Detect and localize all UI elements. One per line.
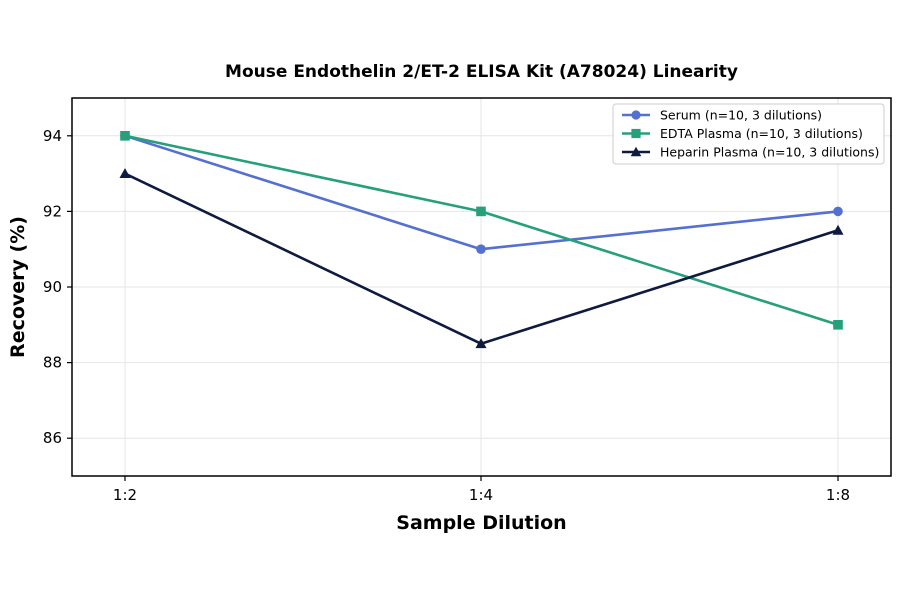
x-tick-label: 1:8 [826, 486, 850, 504]
legend-box [612, 103, 885, 165]
y-tick-label: 92 [43, 202, 62, 220]
legend-marker [631, 110, 641, 120]
y-tick-label: 94 [43, 127, 62, 145]
data-point [832, 224, 844, 235]
legend-label: EDTA Plasma (n=10, 3 dilutions) [660, 126, 863, 141]
legend-label: Serum (n=10, 3 dilutions) [660, 108, 822, 123]
data-point [120, 131, 130, 141]
data-point [475, 338, 487, 349]
series-triangle [119, 168, 844, 349]
y-tick-label: 88 [43, 354, 62, 372]
axis-ticks: 86 88 90 92 94 1:2 1:4 1:8 [43, 127, 850, 504]
x-tick-label: 1:4 [469, 486, 493, 504]
y-tick-label: 86 [43, 429, 62, 447]
y-tick-label: 90 [43, 278, 62, 296]
series-square [120, 131, 843, 330]
legend-marker [631, 128, 641, 139]
data-point [476, 244, 486, 254]
data-point [119, 168, 131, 179]
data-point [476, 206, 486, 217]
legend: Serum (n=10, 3 dilutions) EDTA Plasma (n=… [612, 103, 885, 165]
x-axis-label: Sample Dilution [396, 512, 566, 534]
x-tick-label: 1:2 [113, 486, 137, 504]
data-point [833, 320, 843, 330]
grid-lines [72, 98, 891, 476]
data-point [833, 206, 843, 217]
legend-label: Heparin Plasma (n=10, 3 dilutions) [660, 145, 879, 160]
chart-title: Mouse Endothelin 2/ET-2 ELISA Kit (A7802… [225, 62, 738, 82]
legend-marker [630, 146, 642, 157]
y-axis-label: Recovery (%) [7, 216, 29, 358]
series-layer [119, 131, 844, 349]
